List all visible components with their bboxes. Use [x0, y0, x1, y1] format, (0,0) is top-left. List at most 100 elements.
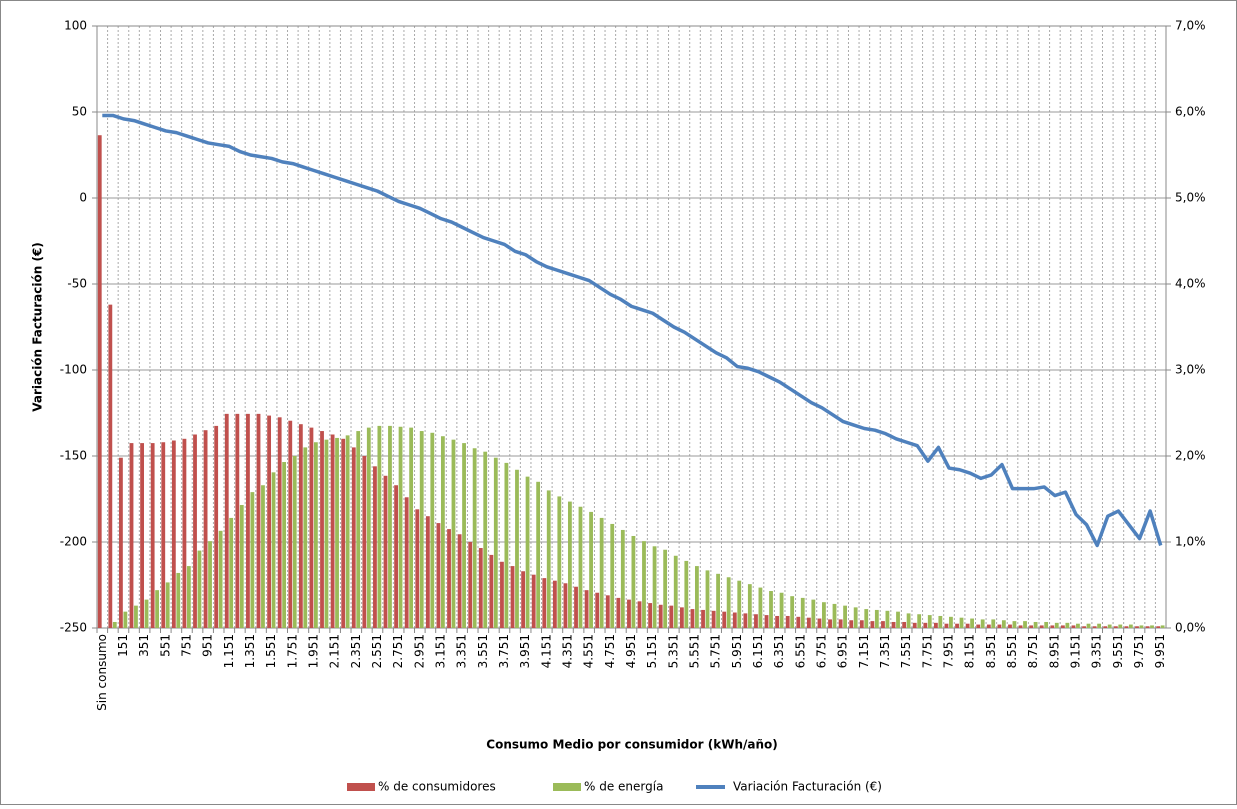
bar: [997, 624, 1002, 628]
bar: [250, 492, 255, 628]
bar: [806, 617, 811, 628]
bar: [288, 420, 293, 628]
bar: [881, 621, 885, 628]
bar: [409, 427, 414, 628]
x-tick-label: 3.151: [433, 634, 447, 668]
legend-swatch: [553, 783, 581, 791]
bar: [457, 534, 462, 628]
bar: [267, 415, 272, 628]
bar: [362, 456, 367, 628]
legend-swatch: [347, 783, 375, 791]
x-tick-label: 2.951: [412, 634, 426, 668]
bar: [1107, 624, 1112, 628]
bar: [345, 435, 350, 628]
bar: [627, 599, 631, 628]
x-tick-label: 7.351: [878, 634, 892, 668]
bar: [849, 620, 854, 628]
y2-tick-label: 2,0%: [1175, 449, 1206, 463]
bar: [1097, 623, 1102, 628]
bar: [1150, 625, 1154, 628]
bar: [980, 619, 985, 628]
bar: [182, 438, 187, 628]
bar: [620, 529, 625, 628]
bar: [896, 611, 900, 628]
bar: [1061, 625, 1065, 628]
bar: [567, 501, 572, 628]
x-tick-label: 8.551: [1005, 634, 1019, 668]
x-tick-label: 6.351: [772, 634, 786, 668]
bar: [366, 427, 371, 628]
bar: [616, 597, 621, 628]
bar: [912, 622, 917, 628]
bar: [885, 610, 890, 628]
x-tick-label: 4.951: [624, 634, 638, 668]
bar: [394, 485, 399, 628]
bar: [684, 560, 689, 628]
bar: [864, 609, 869, 628]
bar: [949, 616, 953, 628]
bar: [944, 623, 949, 628]
bar: [828, 619, 832, 628]
x-tick-label: 7.551: [899, 634, 913, 668]
bar: [976, 624, 981, 628]
bar: [536, 481, 541, 628]
bar: [663, 549, 668, 628]
bar: [790, 596, 795, 628]
bar: [1054, 622, 1059, 628]
bar: [732, 612, 737, 628]
bar: [970, 618, 975, 628]
bar: [874, 609, 879, 628]
bar: [246, 413, 250, 628]
x-tick-label: 9.151: [1069, 634, 1083, 668]
bar: [648, 603, 653, 628]
bar: [711, 610, 716, 628]
bar: [658, 604, 663, 628]
bar: [388, 425, 392, 628]
bar: [271, 472, 276, 628]
bar: [472, 448, 477, 628]
bar: [500, 561, 504, 628]
bar: [383, 475, 388, 628]
bar: [1023, 621, 1027, 628]
bar: [838, 619, 843, 628]
x-tick-label: 951: [201, 634, 215, 657]
bar: [589, 511, 593, 628]
bar: [261, 485, 265, 628]
bar: [282, 462, 287, 628]
bar: [758, 587, 763, 628]
x-tick-label: 1.351: [243, 634, 257, 668]
bar: [1001, 620, 1006, 628]
bar: [1039, 625, 1044, 628]
bar: [303, 447, 308, 628]
bar: [747, 584, 752, 628]
bar: [150, 443, 155, 628]
bar: [669, 605, 674, 628]
bar: [483, 451, 488, 628]
x-tick-label: 3.551: [476, 634, 490, 668]
x-tick-label: 3.951: [518, 634, 532, 668]
x-tick-label: 4.151: [539, 634, 553, 668]
bar: [214, 425, 219, 628]
x-tick-label: 9.751: [1132, 634, 1146, 668]
bar: [595, 592, 600, 628]
legend-label: % de consumidores: [378, 780, 496, 794]
bar: [631, 535, 636, 628]
bar: [324, 439, 329, 628]
x-tick-label: 1.951: [306, 634, 320, 668]
bar: [330, 434, 335, 628]
x-tick-label: 5.151: [645, 634, 659, 668]
x-tick-label: 6.151: [751, 634, 765, 668]
bar: [123, 611, 128, 628]
bar: [134, 605, 138, 628]
y-tick-label: -200: [60, 535, 87, 549]
bar: [764, 615, 769, 628]
bar: [1156, 626, 1161, 628]
bar: [341, 438, 346, 628]
x-tick-label: 8.951: [1047, 634, 1061, 668]
legend-label: Variación Facturación (€): [733, 780, 882, 794]
x-tick-label: 4.351: [560, 634, 574, 668]
bar: [504, 462, 509, 628]
x-tick-label: 2.551: [370, 634, 384, 668]
bar: [451, 439, 456, 628]
bar: [955, 623, 959, 628]
